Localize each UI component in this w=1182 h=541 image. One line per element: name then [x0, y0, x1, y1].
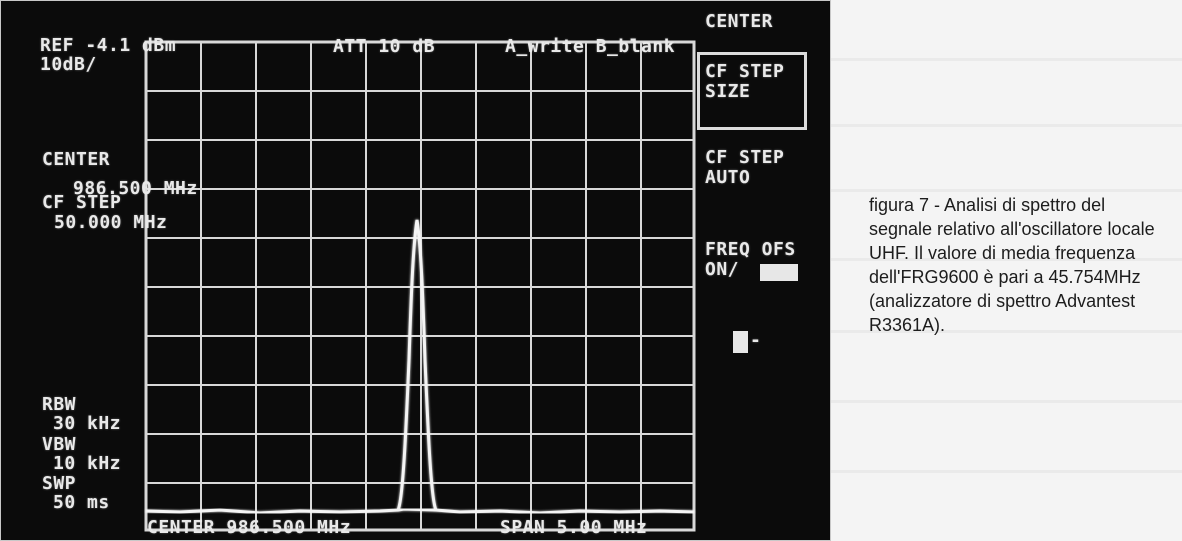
vbw-label: VBW	[42, 434, 77, 455]
photo-frame	[0, 0, 831, 541]
rbw-label: RBW	[42, 394, 77, 415]
sweep-label: SWP	[42, 473, 77, 494]
cf-step-value: 50.000 MHz	[54, 212, 168, 233]
figure-caption: figura 7 - Analisi di spettro del segnal…	[869, 195, 1155, 335]
sweep-value: 50 ms	[53, 492, 110, 513]
cf-step-size-label: CF STEP SIZE	[705, 61, 785, 102]
trace-mode-label: A_write B_blank	[505, 36, 676, 57]
span-label: SPAN 5.00 MHz	[500, 517, 648, 538]
attenuation-label: ATT 10 dB	[333, 36, 436, 57]
freq-ofs-off-highlight	[760, 264, 798, 281]
ref-level-label: REF -4.1 dBm	[40, 35, 177, 56]
graticule-and-trace	[144, 40, 696, 532]
freq-ofs-softkey[interactable]: FREQ OFS ON/	[705, 239, 796, 280]
bottom-center-frequency-label: CENTER 986.500 MHz	[147, 517, 352, 538]
vbw-value: 10 kHz	[53, 453, 122, 474]
spectrum-analyzer-screen-photo: REF -4.1 dBm 10dB/ ATT 10 dB A_write B_b…	[0, 0, 831, 541]
center-frequency-value: 986.500 MHz	[73, 178, 198, 199]
cf-step-auto-softkey[interactable]: CF STEP AUTO	[705, 147, 785, 188]
cf-step-label: CF STEP	[42, 192, 122, 213]
caption-panel	[831, 0, 1182, 541]
center-label: CENTER	[42, 149, 111, 170]
scale-label: 10dB/	[40, 54, 97, 75]
cursor-block	[733, 331, 748, 353]
cf-step-size-softkey[interactable]	[697, 52, 807, 130]
noise-floor-trace	[145, 507, 695, 515]
carrier-peak-trace	[396, 219, 438, 511]
rbw-value: 30 kHz	[53, 413, 122, 434]
arrow-softkey[interactable]: -	[750, 330, 762, 351]
softkey-menu-title: CENTER	[705, 11, 774, 32]
